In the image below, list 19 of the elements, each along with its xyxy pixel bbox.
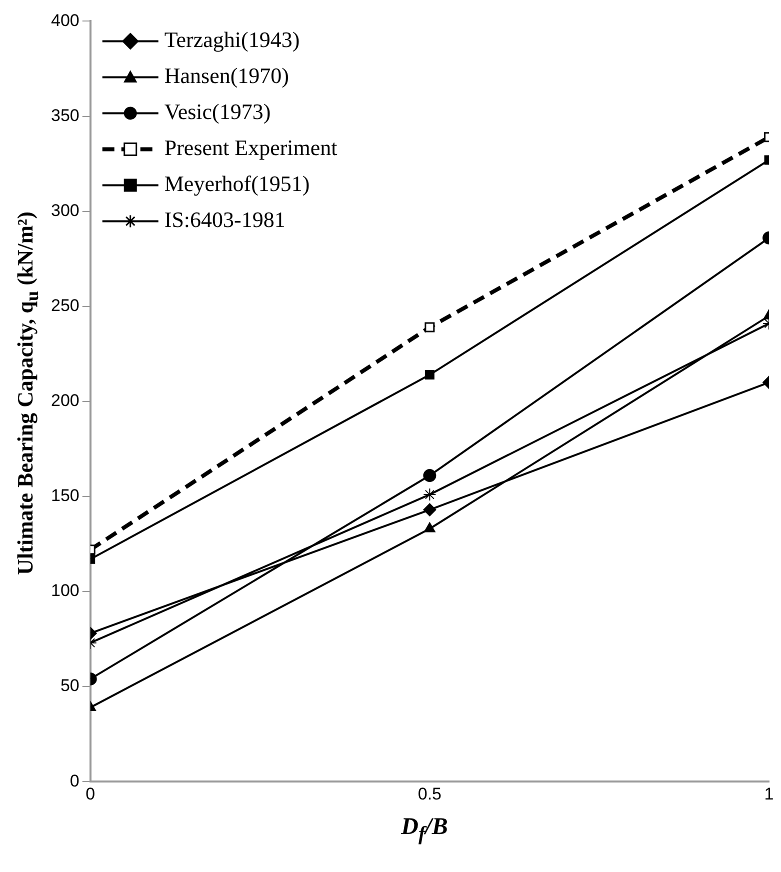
y-tick-label: 150 xyxy=(50,486,80,506)
legend-label: Hansen(1970) xyxy=(164,62,290,88)
x-tick-label: 0 xyxy=(86,784,96,804)
y-tick-label: 400 xyxy=(50,10,80,30)
legend-label: Terzaghi(1943) xyxy=(164,26,300,52)
x-tick-label: 1 xyxy=(764,784,774,804)
legend-label: Present Experiment xyxy=(164,134,338,160)
y-tick-label: 200 xyxy=(50,391,80,410)
x-tick-label: 0.5 xyxy=(418,784,442,804)
y-tick-label: 350 xyxy=(50,106,80,125)
legend-label: IS:6403-1981 xyxy=(164,206,286,232)
y-tick-label: 100 xyxy=(50,581,80,600)
legend-label: Vesic(1973) xyxy=(164,98,271,124)
y-tick-label: 300 xyxy=(50,200,80,220)
y-tick-label: 250 xyxy=(50,296,80,316)
y-tick-label: 50 xyxy=(60,676,80,696)
y-tick-label: 0 xyxy=(70,771,80,790)
x-axis-title: D$_{f}$/B xyxy=(400,814,449,846)
legend-label: Meyerhof(1951) xyxy=(164,170,310,196)
